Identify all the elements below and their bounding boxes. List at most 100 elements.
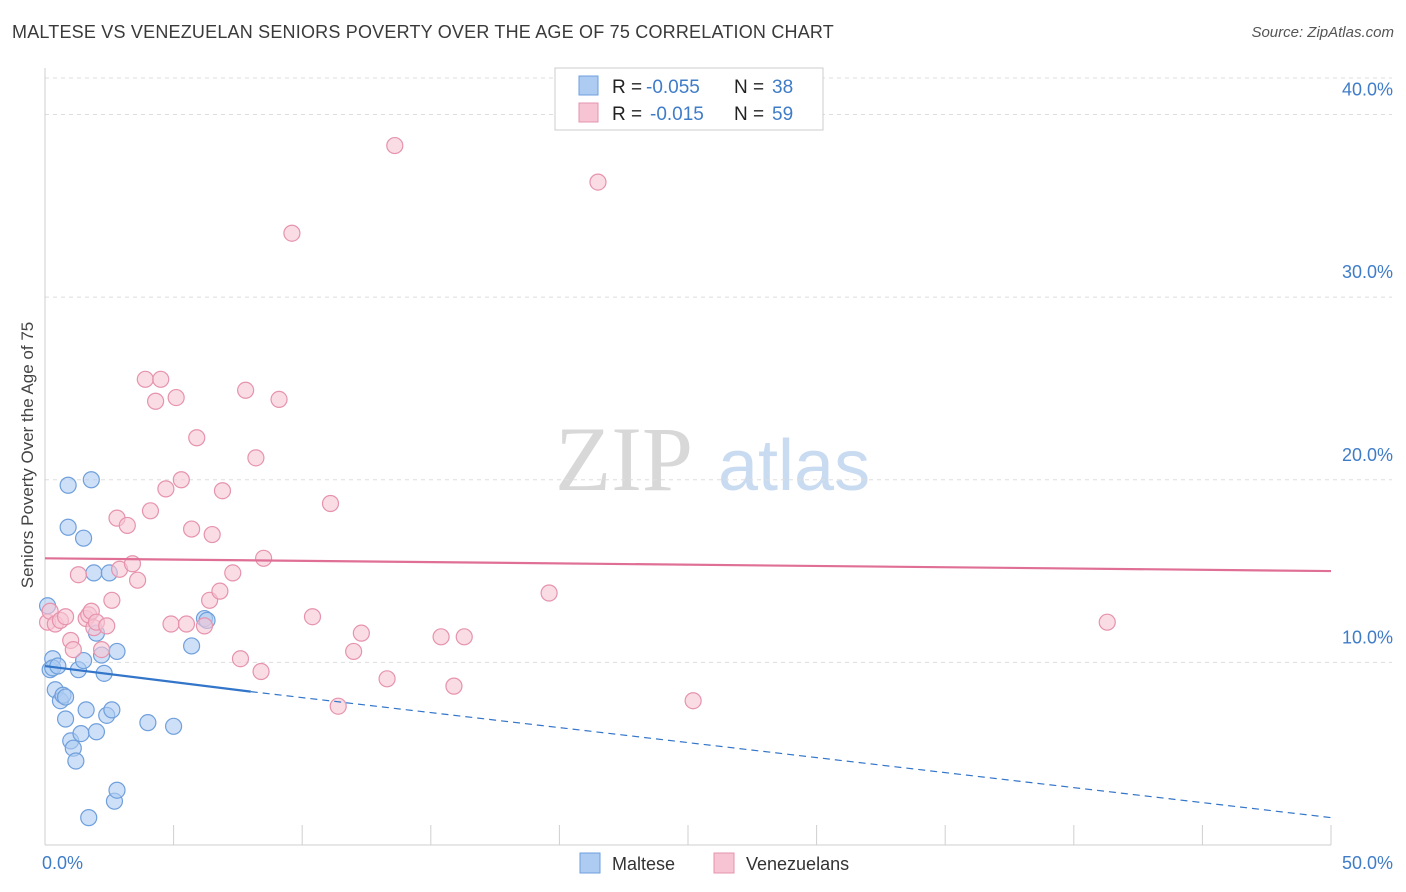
point-venezuelan-54 bbox=[455, 628, 473, 646]
point-maltese-29 bbox=[103, 701, 121, 719]
stats-n-label-maltese: N = bbox=[734, 77, 764, 98]
y-tick-label-40: 40.0% bbox=[1342, 80, 1393, 100]
point-venezuelan-36 bbox=[213, 482, 232, 500]
point-maltese-19 bbox=[77, 701, 95, 719]
point-venezuelan-31 bbox=[188, 429, 206, 447]
trend-line-venezuelan bbox=[44, 557, 1332, 573]
y-tick-labels: 10.0% 20.0% 30.0% 40.0% bbox=[1342, 80, 1393, 648]
point-venezuelan-14 bbox=[98, 617, 116, 635]
stats-r-value-maltese: -0.055 bbox=[646, 77, 700, 98]
point-venezuelan-27 bbox=[167, 388, 185, 407]
point-venezuelan-18 bbox=[118, 516, 136, 535]
stats-n-label-venezuelan: N = bbox=[734, 104, 764, 125]
point-venezuelan-24 bbox=[152, 370, 170, 388]
point-venezuelan-51 bbox=[386, 136, 404, 155]
watermark-atlas: atlas bbox=[718, 426, 870, 506]
point-venezuelan-42 bbox=[255, 549, 273, 567]
point-maltese-11 bbox=[59, 518, 77, 536]
trend-line-maltese bbox=[44, 664, 251, 693]
point-maltese-14 bbox=[67, 752, 85, 770]
point-maltese-10 bbox=[59, 476, 77, 494]
y-tick-label-10: 10.0% bbox=[1342, 627, 1393, 647]
stats-legend-frame bbox=[554, 67, 824, 131]
axes bbox=[44, 68, 1332, 846]
point-maltese-24 bbox=[87, 723, 106, 741]
point-maltese-33 bbox=[139, 714, 157, 732]
stats-swatch-venezuelan bbox=[578, 102, 599, 123]
point-venezuelan-30 bbox=[183, 520, 201, 538]
point-venezuelan-13 bbox=[92, 640, 111, 659]
point-venezuelan-58 bbox=[1098, 613, 1116, 631]
point-maltese-22 bbox=[85, 564, 103, 582]
stats-swatch-maltese bbox=[578, 75, 599, 96]
grid-lines bbox=[45, 77, 1392, 663]
stats-r-label-venezuelan: R = bbox=[612, 104, 642, 125]
point-venezuelan-55 bbox=[540, 584, 558, 602]
point-venezuelan-38 bbox=[231, 650, 250, 668]
point-venezuelan-23 bbox=[146, 392, 165, 410]
point-venezuelan-52 bbox=[432, 628, 450, 646]
point-venezuelan-45 bbox=[303, 608, 322, 626]
chart-title: MALTESE VS VENEZUELAN SENIORS POVERTY OV… bbox=[12, 22, 835, 42]
point-venezuelan-49 bbox=[352, 624, 370, 642]
point-venezuelan-32 bbox=[195, 617, 214, 635]
point-venezuelan-48 bbox=[345, 642, 363, 661]
trend-lines bbox=[44, 557, 1332, 819]
stats-r-value-venezuelan: -0.015 bbox=[650, 104, 704, 125]
point-venezuelan-57 bbox=[684, 692, 702, 710]
point-venezuelan-56 bbox=[589, 173, 607, 191]
source-credit: Source: ZipAtlas.com bbox=[1251, 24, 1394, 41]
stats-n-value-maltese: 38 bbox=[772, 77, 793, 98]
point-venezuelan-40 bbox=[247, 449, 265, 467]
point-maltese-21 bbox=[82, 471, 100, 489]
point-maltese-8 bbox=[56, 710, 75, 728]
point-venezuelan-22 bbox=[141, 502, 160, 520]
legend-label-maltese[interactable]: Maltese bbox=[612, 854, 675, 874]
point-venezuelan-47 bbox=[329, 697, 347, 715]
point-venezuelan-7 bbox=[69, 566, 88, 584]
x-tick-label-min: 0.0% bbox=[42, 853, 83, 873]
stats-r-label-maltese: R = bbox=[612, 77, 642, 98]
point-maltese-17 bbox=[74, 529, 93, 547]
point-venezuelan-21 bbox=[136, 370, 154, 388]
watermark-zip: ZIP bbox=[555, 408, 693, 510]
point-maltese-18 bbox=[74, 651, 93, 670]
point-venezuelan-46 bbox=[321, 494, 340, 513]
point-maltese-9 bbox=[56, 688, 75, 706]
point-venezuelan-43 bbox=[270, 390, 288, 409]
point-venezuelan-44 bbox=[283, 224, 301, 242]
x-tick-label-max: 50.0% bbox=[1342, 853, 1393, 873]
point-venezuelan-20 bbox=[128, 571, 147, 589]
y-tick-label-30: 30.0% bbox=[1342, 262, 1393, 282]
y-axis-label: Seniors Poverty Over the Age of 75 bbox=[18, 322, 37, 588]
point-maltese-31 bbox=[108, 642, 126, 661]
legend-swatch-venezuelan[interactable] bbox=[713, 852, 735, 874]
stats-legend: R = -0.055 N = 38 R = -0.015 N = 59 bbox=[554, 67, 824, 131]
stats-n-value-venezuelan: 59 bbox=[772, 104, 793, 125]
point-venezuelan-41 bbox=[252, 662, 270, 681]
point-maltese-16 bbox=[72, 725, 90, 743]
point-venezuelan-6 bbox=[64, 640, 82, 659]
trend-line-maltese-extrapolated bbox=[250, 691, 1332, 819]
y-tick-label-20: 20.0% bbox=[1342, 445, 1393, 465]
point-maltese-20 bbox=[80, 809, 98, 827]
point-venezuelan-29 bbox=[177, 615, 196, 633]
legend-label-venezuelan[interactable]: Venezuelans bbox=[746, 854, 849, 874]
point-maltese-35 bbox=[183, 637, 201, 655]
point-venezuelan-34 bbox=[203, 525, 221, 544]
point-venezuelan-15 bbox=[103, 591, 121, 609]
point-venezuelan-26 bbox=[162, 615, 180, 633]
point-venezuelan-25 bbox=[157, 480, 175, 498]
series-legend: Maltese Venezuelans bbox=[579, 852, 849, 874]
point-venezuelan-50 bbox=[378, 670, 396, 688]
point-venezuelan-53 bbox=[445, 677, 463, 695]
point-maltese-32 bbox=[108, 781, 126, 799]
point-venezuelan-4 bbox=[56, 608, 75, 626]
point-maltese-34 bbox=[165, 717, 183, 735]
data-points bbox=[38, 136, 1116, 827]
point-venezuelan-35 bbox=[211, 582, 229, 600]
point-venezuelan-28 bbox=[172, 471, 190, 489]
legend-swatch-maltese[interactable] bbox=[579, 852, 601, 874]
point-venezuelan-39 bbox=[237, 381, 255, 399]
